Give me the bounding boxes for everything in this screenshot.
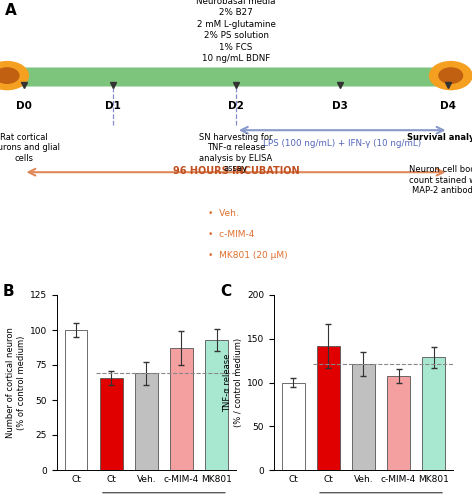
Bar (387, 376, 410, 470)
Text: •  Veh.: • Veh. (208, 208, 238, 218)
FancyBboxPatch shape (22, 68, 450, 86)
Y-axis label: Number of cortical neuron
(% of control medium): Number of cortical neuron (% of control … (6, 327, 25, 438)
Ellipse shape (430, 62, 472, 90)
Bar (282, 382, 304, 470)
Ellipse shape (0, 62, 28, 90)
Text: B: B (3, 284, 15, 300)
Text: SN harvesting for
TNF-α release
analysis by ELISA
assay: SN harvesting for TNF-α release analysis… (199, 133, 273, 173)
Text: Neurobasal media
2% B27
2 mM L-glutamine
2% PS solution
1% FCS
10 ng/mL BDNF: Neurobasal media 2% B27 2 mM L-glutamine… (196, 0, 276, 63)
Bar (352, 364, 375, 470)
Text: D0: D0 (16, 101, 32, 111)
Text: C: C (220, 284, 231, 300)
Text: D4: D4 (440, 101, 456, 111)
Y-axis label: TNF-α release
(% / control medium): TNF-α release (% / control medium) (223, 338, 243, 427)
Ellipse shape (439, 68, 463, 84)
Bar (100, 378, 123, 470)
Bar (317, 346, 340, 470)
Text: •  MK801 (20 µM): • MK801 (20 µM) (208, 250, 287, 260)
Text: D1: D1 (105, 101, 121, 111)
Text: 96 HOURS INCUBATION: 96 HOURS INCUBATION (173, 166, 299, 176)
Ellipse shape (0, 68, 19, 84)
Text: Neuron cell bodies
count stained with
MAP-2 antibodies: Neuron cell bodies count stained with MA… (409, 165, 472, 195)
Text: LPS (100 ng/mL) + IFN-γ (10 ng/mL): LPS (100 ng/mL) + IFN-γ (10 ng/mL) (263, 138, 421, 147)
Bar (135, 374, 158, 470)
Text: Survival analysis:: Survival analysis: (406, 133, 472, 142)
Bar (205, 340, 228, 470)
Text: •  c-MIM-4: • c-MIM-4 (208, 230, 254, 238)
Bar (65, 330, 87, 470)
Text: D3: D3 (332, 101, 348, 111)
Bar (170, 348, 193, 470)
Text: D2: D2 (228, 101, 244, 111)
Bar (422, 357, 445, 470)
Text: A: A (5, 3, 17, 18)
Text: Rat cortical
neurons and glial
cells: Rat cortical neurons and glial cells (0, 133, 60, 163)
